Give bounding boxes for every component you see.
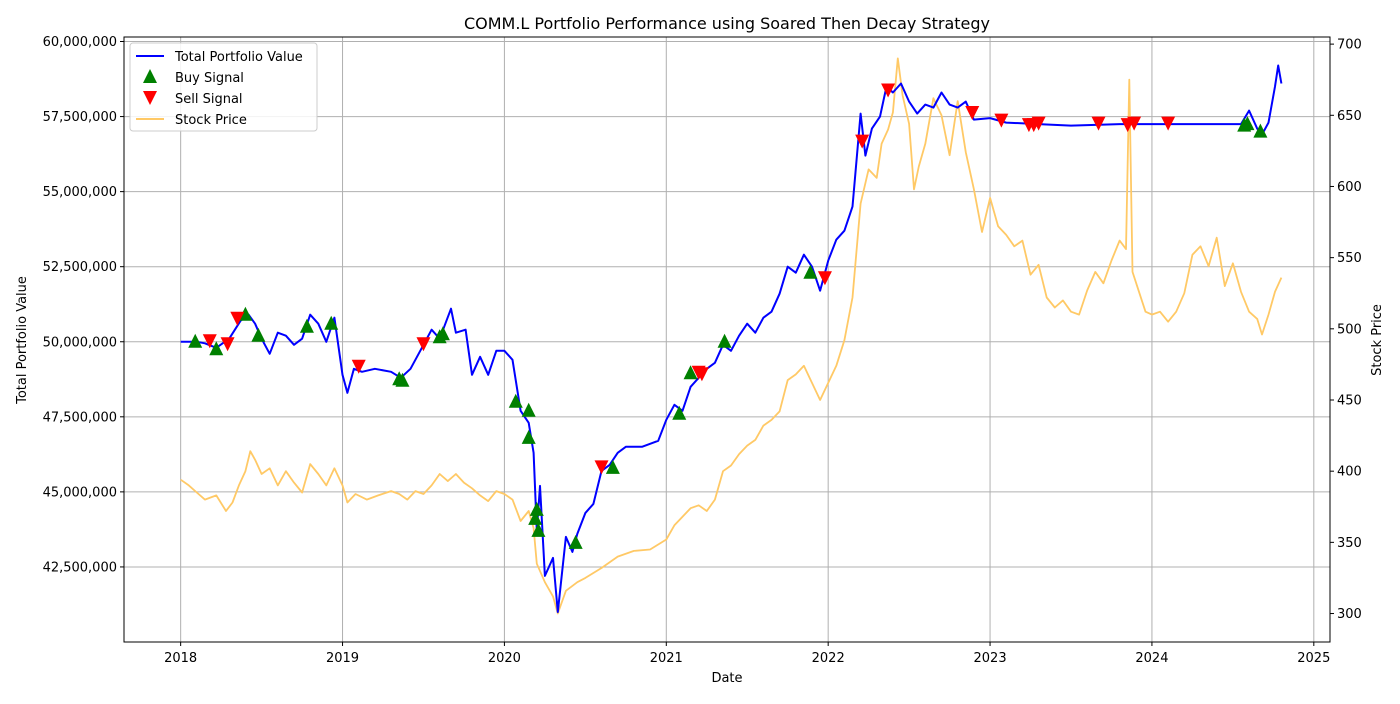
buy-signal-marker — [299, 318, 314, 333]
chart-title: COMM.L Portfolio Performance using Soare… — [464, 14, 990, 33]
legend-label-buy: Buy Signal — [175, 71, 244, 86]
buy-signal-marker — [1240, 116, 1255, 131]
sell-signal-marker — [817, 271, 832, 286]
series-line — [180, 64, 1283, 613]
x-tick-label: 2022 — [812, 651, 845, 666]
stock-price-series — [180, 57, 1283, 615]
sell-signal-marker — [694, 367, 709, 382]
x-axis-ticks: 2018 2019 2020 2021 2022 2023 2024 2025 — [164, 642, 1330, 666]
buy-signal-marker — [395, 372, 410, 387]
y-axis-right-ticks: 300 350 400 450 500 550 600 650 700 — [1330, 38, 1362, 622]
buy-signal-marker — [209, 341, 224, 356]
y-right-tick-label: 400 — [1337, 465, 1362, 480]
y-axis-right-label: Stock Price — [1370, 304, 1385, 376]
y-left-tick-label: 47,500,000 — [43, 410, 117, 425]
legend-label-stock: Stock Price — [175, 113, 247, 128]
sell-signal-marker — [1031, 116, 1046, 131]
x-tick-label: 2021 — [650, 651, 683, 666]
legend: Total Portfolio Value Buy Signal Sell Si… — [129, 42, 318, 132]
y-right-tick-label: 300 — [1337, 607, 1362, 622]
buy-signal-marker — [717, 333, 732, 348]
y-left-tick-label: 50,000,000 — [43, 335, 117, 350]
buy-signal-marker — [521, 402, 536, 417]
buy-signal-marker — [803, 264, 818, 279]
sell-signal-marker — [202, 334, 217, 349]
buy-signal-marker — [521, 429, 536, 444]
grid — [124, 37, 1330, 642]
legend-label-sell: Sell Signal — [175, 92, 243, 107]
legend-label-portfolio: Total Portfolio Value — [174, 50, 303, 65]
sell-signal-marker — [1091, 116, 1106, 131]
y-right-tick-label: 450 — [1337, 394, 1362, 409]
signal-markers — [188, 83, 1268, 549]
x-tick-label: 2018 — [164, 651, 197, 666]
sell-signal-marker — [994, 113, 1009, 128]
buy-signal-marker — [324, 315, 339, 330]
x-tick-label: 2019 — [326, 651, 359, 666]
sell-signal-marker — [416, 337, 431, 352]
y-left-tick-label: 45,000,000 — [43, 485, 117, 500]
buy-signal-marker — [531, 522, 546, 537]
buy-signal-marker — [683, 365, 698, 380]
buy-signal-marker — [528, 510, 543, 525]
x-tick-label: 2025 — [1297, 651, 1330, 666]
sell-signal-marker — [351, 359, 366, 374]
buy-signal-marker — [605, 459, 620, 474]
sell-signal-marker — [230, 311, 245, 326]
y-right-tick-label: 650 — [1337, 109, 1362, 124]
buy-signal-marker — [568, 534, 583, 549]
sell-signal-marker — [965, 106, 980, 121]
x-axis-label: Date — [711, 671, 742, 686]
legend-buy-triangle-icon — [143, 69, 157, 83]
y-left-tick-label: 60,000,000 — [43, 35, 117, 50]
sell-signal-marker — [855, 134, 870, 149]
buy-signal-marker — [508, 393, 523, 408]
buy-signal-marker — [1253, 123, 1268, 138]
plot-frame — [123, 36, 1331, 643]
sell-signal-marker — [220, 337, 235, 352]
sell-signal-marker — [881, 83, 896, 98]
y-axis-left-label: Total Portfolio Value — [15, 276, 30, 405]
portfolio-value-series — [180, 64, 1283, 613]
series-line — [180, 57, 1283, 615]
y-axis-left-ticks: 42,500,000 45,000,000 47,500,000 50,000,000… — [43, 35, 124, 575]
buy-signal-marker — [672, 405, 687, 420]
y-left-tick-label: 55,000,000 — [43, 185, 117, 200]
legend-sell-triangle-icon — [143, 91, 157, 105]
legend-box — [129, 42, 318, 132]
x-tick-label: 2023 — [974, 651, 1007, 666]
x-tick-label: 2024 — [1135, 651, 1168, 666]
y-right-tick-label: 700 — [1337, 38, 1362, 53]
y-right-tick-label: 600 — [1337, 180, 1362, 195]
sell-signal-marker — [1127, 116, 1142, 131]
buy-signal-marker — [435, 326, 450, 341]
buy-signal-marker — [529, 501, 544, 516]
y-left-tick-label: 57,500,000 — [43, 110, 117, 125]
y-right-tick-label: 500 — [1337, 322, 1362, 337]
y-right-tick-label: 350 — [1337, 536, 1362, 551]
y-right-tick-label: 550 — [1337, 251, 1362, 266]
buy-signal-marker — [251, 327, 266, 342]
sell-signal-marker — [1161, 116, 1176, 131]
y-left-tick-label: 52,500,000 — [43, 260, 117, 275]
buy-signal-marker — [188, 333, 203, 348]
x-tick-label: 2020 — [488, 651, 521, 666]
buy-signal-marker — [238, 306, 253, 321]
y-left-tick-label: 42,500,000 — [43, 560, 117, 575]
sell-signal-marker — [594, 460, 609, 475]
